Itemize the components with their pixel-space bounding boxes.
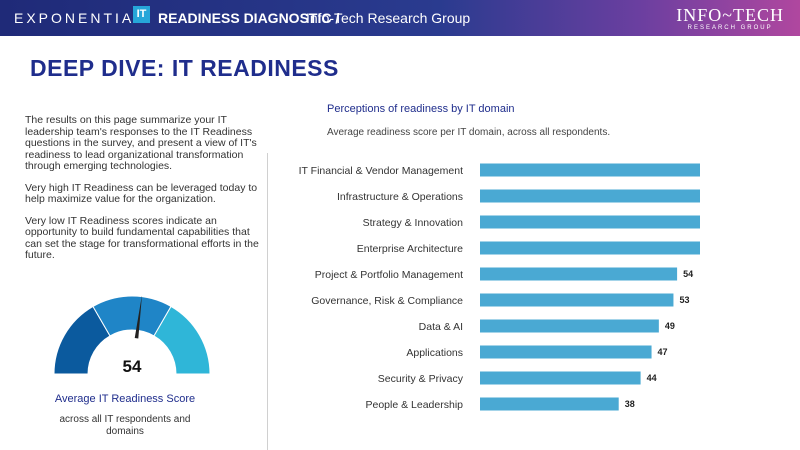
bar [480, 241, 700, 255]
bar [480, 345, 652, 359]
intro-paragraph-3: Very low IT Readiness scores indicate an… [25, 214, 259, 261]
bar [480, 215, 700, 229]
category-label: Security & Privacy [378, 373, 464, 385]
gauge-subcaption: across all IT respondents and domains [59, 414, 191, 437]
info-tech-logo-subtext: RESEARCH GROUP [687, 25, 773, 31]
category-label: IT Financial & Vendor Management [299, 165, 463, 177]
bar-value-label: 49 [665, 321, 675, 331]
category-label: People & Leadership [366, 399, 464, 411]
category-label: Data & AI [419, 321, 463, 333]
bar-value-label: 54 [683, 269, 693, 279]
category-label: Governance, Risk & Compliance [311, 295, 463, 307]
diagnostic-title: READINESS DIAGNOSTIC / [158, 10, 340, 26]
bar-value-label: 38 [625, 399, 635, 409]
bar [480, 189, 700, 203]
gauge-value: 54 [123, 357, 142, 376]
group-name: Info-Tech Research Group [306, 10, 471, 26]
header-bar: EXPONENTIAL IT READINESS DIAGNOSTIC / In… [0, 0, 800, 36]
intro-text: The results on this page summarize your … [25, 114, 265, 272]
bar [480, 267, 678, 281]
category-label: Strategy & Innovation [363, 217, 464, 229]
chart-title: Perceptions of readiness by IT domain [327, 103, 515, 115]
info-tech-logo-text: INFO~TECH [676, 5, 784, 25]
bar [480, 293, 674, 307]
category-label: Enterprise Architecture [357, 243, 463, 255]
bar [480, 371, 641, 385]
readiness-bar-chart: IT Financial & Vendor Management66Infras… [299, 163, 700, 411]
intro-paragraph-1: The results on this page summarize your … [25, 114, 257, 172]
brand-name: EXPONENTIAL [14, 10, 146, 26]
gauge-segment [153, 305, 211, 375]
page-title: DEEP DIVE: IT READINESS [30, 55, 339, 81]
bar-value-label: 47 [658, 347, 668, 357]
chart-subtitle: Average readiness score per IT domain, a… [327, 127, 611, 138]
bar [480, 319, 659, 333]
bar-value-label: 44 [647, 373, 657, 383]
readiness-gauge: 54 [53, 296, 211, 376]
vertical-divider [267, 153, 268, 450]
category-label: Project & Portfolio Management [315, 269, 463, 281]
info-tech-logo: INFO~TECH RESEARCH GROUP [676, 6, 784, 32]
category-label: Infrastructure & Operations [337, 191, 463, 203]
it-logo-icon: IT [133, 6, 150, 23]
gauge-caption: Average IT Readiness Score [54, 393, 196, 405]
bar [480, 163, 700, 177]
category-label: Applications [406, 347, 463, 359]
bar-value-label: 53 [679, 295, 689, 305]
gauge-needle [134, 296, 142, 339]
bar [480, 397, 619, 411]
intro-paragraph-2: Very high IT Readiness can be leveraged … [25, 181, 258, 205]
